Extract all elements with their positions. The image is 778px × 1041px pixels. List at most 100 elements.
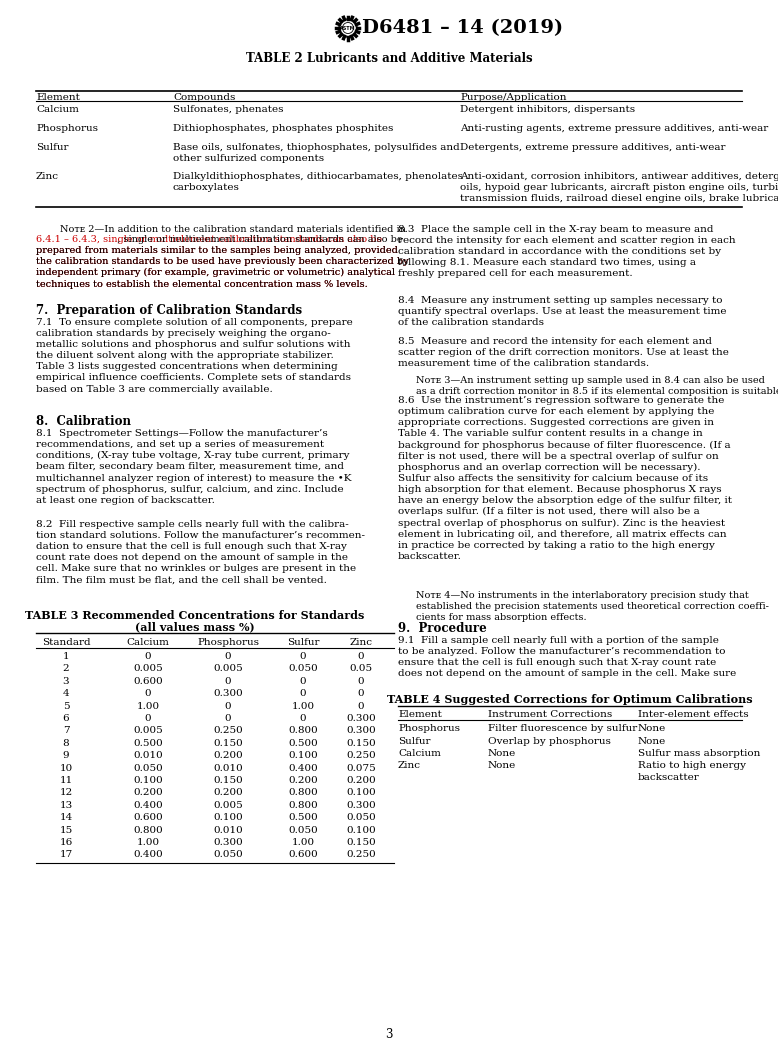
Text: Nᴏᴛᴇ 3—An instrument setting up sample used in 8.4 can also be used
as a drift c: Nᴏᴛᴇ 3—An instrument setting up sample u… — [416, 376, 778, 396]
Text: 6.4.1 – 6.4.3, single or multielement calibration standards can also be
prepared: 6.4.1 – 6.4.3, single or multielement ca… — [36, 235, 408, 288]
Text: 3: 3 — [63, 677, 69, 686]
Text: 8.3  Place the sample cell in the X-ray beam to measure and
record the intensity: 8.3 Place the sample cell in the X-ray b… — [398, 225, 736, 278]
Text: 8.4  Measure any instrument setting up samples necessary to
quantify spectral ov: 8.4 Measure any instrument setting up sa… — [398, 296, 727, 327]
Text: 9: 9 — [63, 752, 69, 760]
Text: 0: 0 — [300, 677, 307, 686]
Text: 0.250: 0.250 — [346, 850, 376, 860]
Text: Ratio to high energy
backscatter: Ratio to high energy backscatter — [638, 762, 746, 782]
Text: Nᴏᴛᴇ 2—In addition to the calibration standard materials identified in: Nᴏᴛᴇ 2—In addition to the calibration st… — [60, 225, 406, 234]
Text: 0.800: 0.800 — [288, 801, 318, 810]
Text: 14: 14 — [59, 813, 72, 822]
Text: None: None — [638, 723, 666, 733]
Text: 0.800: 0.800 — [288, 727, 318, 735]
Text: 17: 17 — [59, 850, 72, 860]
Text: 0.300: 0.300 — [346, 801, 376, 810]
Text: Dithiophosphates, phosphates phosphites: Dithiophosphates, phosphates phosphites — [173, 124, 394, 133]
Text: 0.010: 0.010 — [213, 764, 243, 772]
Text: 0.150: 0.150 — [346, 739, 376, 747]
Text: 7.  Preparation of Calibration Standards: 7. Preparation of Calibration Standards — [36, 304, 302, 318]
Text: 0.100: 0.100 — [346, 788, 376, 797]
Text: 0.050: 0.050 — [346, 813, 376, 822]
Text: 0.005: 0.005 — [133, 727, 163, 735]
Text: 0.005: 0.005 — [213, 664, 243, 674]
Text: 0.200: 0.200 — [346, 776, 376, 785]
Text: 8.5  Measure and record the intensity for each element and
scatter region of the: 8.5 Measure and record the intensity for… — [398, 337, 729, 369]
Text: 0: 0 — [225, 702, 231, 711]
Text: 0: 0 — [300, 714, 307, 723]
Text: 0: 0 — [225, 652, 231, 661]
Text: 0.300: 0.300 — [346, 727, 376, 735]
Text: 4: 4 — [63, 689, 69, 699]
Text: Sulfur mass absorption: Sulfur mass absorption — [638, 750, 760, 758]
Text: 0.050: 0.050 — [213, 850, 243, 860]
Text: 0.500: 0.500 — [288, 739, 318, 747]
Text: Detergent inhibitors, dispersants: Detergent inhibitors, dispersants — [460, 105, 635, 115]
Text: Nᴏᴛᴇ 4—No instruments in the interlaboratory precision study that
established th: Nᴏᴛᴇ 4—No instruments in the interlabora… — [416, 591, 769, 623]
Text: Zinc: Zinc — [349, 638, 373, 648]
Text: ASTM: ASTM — [340, 25, 356, 30]
Text: 15: 15 — [59, 826, 72, 835]
Text: 1.00: 1.00 — [136, 702, 159, 711]
Text: TABLE 4 Suggested Corrections for Optimum Calibrations: TABLE 4 Suggested Corrections for Optimu… — [387, 694, 753, 705]
Text: 8.  Calibration: 8. Calibration — [36, 415, 131, 428]
Text: 0.150: 0.150 — [213, 776, 243, 785]
Text: 8.6  Use the instrument’s regression software to generate the
optimum calibratio: 8.6 Use the instrument’s regression soft… — [398, 396, 732, 561]
Text: 0.05: 0.05 — [349, 664, 373, 674]
Text: Purpose/Application: Purpose/Application — [460, 93, 566, 102]
Text: 0: 0 — [300, 689, 307, 699]
Text: 0.050: 0.050 — [288, 826, 318, 835]
Text: 0: 0 — [300, 652, 307, 661]
Text: Inter-element effects: Inter-element effects — [638, 710, 748, 719]
Text: TABLE 3 Recommended Concentrations for Standards: TABLE 3 Recommended Concentrations for S… — [25, 610, 364, 621]
Text: Compounds: Compounds — [173, 93, 236, 102]
Text: 0.500: 0.500 — [133, 739, 163, 747]
Text: 9.  Procedure: 9. Procedure — [398, 623, 487, 635]
Text: Sulfur: Sulfur — [398, 736, 430, 745]
Text: 0.150: 0.150 — [346, 838, 376, 847]
Text: None: None — [488, 762, 517, 770]
Text: 0.010: 0.010 — [213, 826, 243, 835]
Text: 0.300: 0.300 — [213, 689, 243, 699]
Text: 6: 6 — [63, 714, 69, 723]
Text: Anti-oxidant, corrosion inhibitors, antiwear additives, detergents, crankcase
oi: Anti-oxidant, corrosion inhibitors, anti… — [460, 172, 778, 203]
Text: 0.400: 0.400 — [133, 850, 163, 860]
Text: 0.500: 0.500 — [288, 813, 318, 822]
Text: 0.150: 0.150 — [213, 739, 243, 747]
Text: 1.00: 1.00 — [292, 702, 314, 711]
Text: Calcium: Calcium — [398, 750, 441, 758]
Text: 0.005: 0.005 — [213, 801, 243, 810]
Text: Base oils, sulfonates, thiophosphates, polysulfides and
other sulfurized compone: Base oils, sulfonates, thiophosphates, p… — [173, 143, 460, 163]
Text: 0.075: 0.075 — [346, 764, 376, 772]
Text: Sulfur: Sulfur — [36, 143, 68, 152]
Text: Anti-rusting agents, extreme pressure additives, anti-wear: Anti-rusting agents, extreme pressure ad… — [460, 124, 768, 133]
Text: 0: 0 — [358, 689, 364, 699]
Text: 0.600: 0.600 — [288, 850, 318, 860]
Text: 5: 5 — [63, 702, 69, 711]
Text: Element: Element — [36, 93, 80, 102]
Text: 0.200: 0.200 — [213, 752, 243, 760]
Text: 0.050: 0.050 — [288, 664, 318, 674]
Text: 0.300: 0.300 — [346, 714, 376, 723]
Text: 0: 0 — [225, 714, 231, 723]
Text: 2: 2 — [63, 664, 69, 674]
Text: Zinc: Zinc — [398, 762, 421, 770]
Text: Phosphorus: Phosphorus — [398, 723, 460, 733]
Text: (all values mass %): (all values mass %) — [135, 621, 254, 632]
Text: 0.800: 0.800 — [288, 788, 318, 797]
Text: 0.200: 0.200 — [288, 776, 318, 785]
Text: 9.1  Fill a sample cell nearly full with a portion of the sample
to be analyzed.: 9.1 Fill a sample cell nearly full with … — [398, 636, 736, 679]
Text: 12: 12 — [59, 788, 72, 797]
Text: 0.200: 0.200 — [213, 788, 243, 797]
Text: None: None — [488, 750, 517, 758]
Text: 1.00: 1.00 — [136, 838, 159, 847]
Text: 0.600: 0.600 — [133, 813, 163, 822]
Text: 0.250: 0.250 — [213, 727, 243, 735]
Text: None: None — [638, 736, 666, 745]
Text: 0.005: 0.005 — [133, 664, 163, 674]
Text: Filter fluorescence by sulfur: Filter fluorescence by sulfur — [488, 723, 637, 733]
Text: 0.400: 0.400 — [288, 764, 318, 772]
Text: 0: 0 — [145, 652, 151, 661]
Text: 0.050: 0.050 — [133, 764, 163, 772]
Text: Sulfur: Sulfur — [287, 638, 319, 648]
Text: 3: 3 — [385, 1029, 393, 1041]
